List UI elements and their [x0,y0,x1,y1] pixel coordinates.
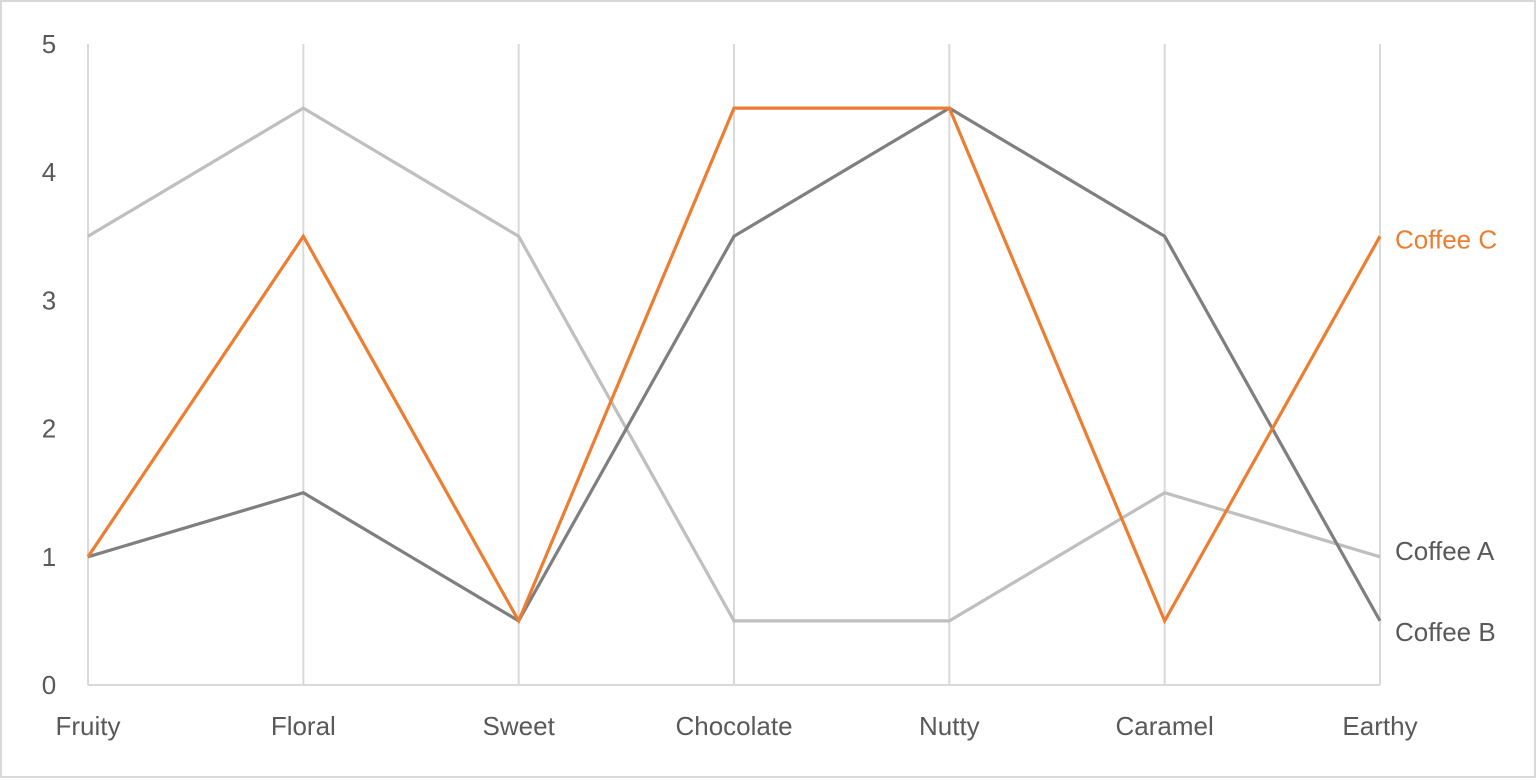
category-label-floral: Floral [271,711,336,741]
x-axis-category-labels: Fruity Floral Sweet Chocolate Nutty Caramel Ea… [56,711,1418,741]
category-label-fruity: Fruity [56,711,121,741]
category-label-earthy: Earthy [1342,711,1417,741]
y-tick-label: 5 [42,29,56,59]
y-tick-label: 0 [42,670,56,700]
series-line-coffee-a [87,106,1381,623]
category-label-chocolate: Chocolate [675,711,792,741]
category-label-caramel: Caramel [1116,711,1214,741]
y-tick-label: 3 [42,285,56,315]
y-tick-label: 4 [42,157,56,187]
series-label-coffee-c: Coffee C [1395,224,1497,254]
category-label-sweet: Sweet [483,711,556,741]
category-label-nutty: Nutty [919,711,980,741]
series-line-coffee-b [87,106,1382,624]
y-tick-label: 1 [42,542,56,572]
y-tick-label: 2 [42,414,56,444]
series-lines [86,106,1382,625]
series-line-coffee-c [86,106,1382,625]
y-axis-tick-labels: 0 1 2 3 4 5 [42,29,56,700]
series-label-coffee-a: Coffee A [1395,536,1495,566]
category-axes [87,44,1381,686]
series-direct-labels: Coffee A Coffee B Coffee C [1395,224,1497,647]
series-label-coffee-b: Coffee B [1395,617,1496,647]
